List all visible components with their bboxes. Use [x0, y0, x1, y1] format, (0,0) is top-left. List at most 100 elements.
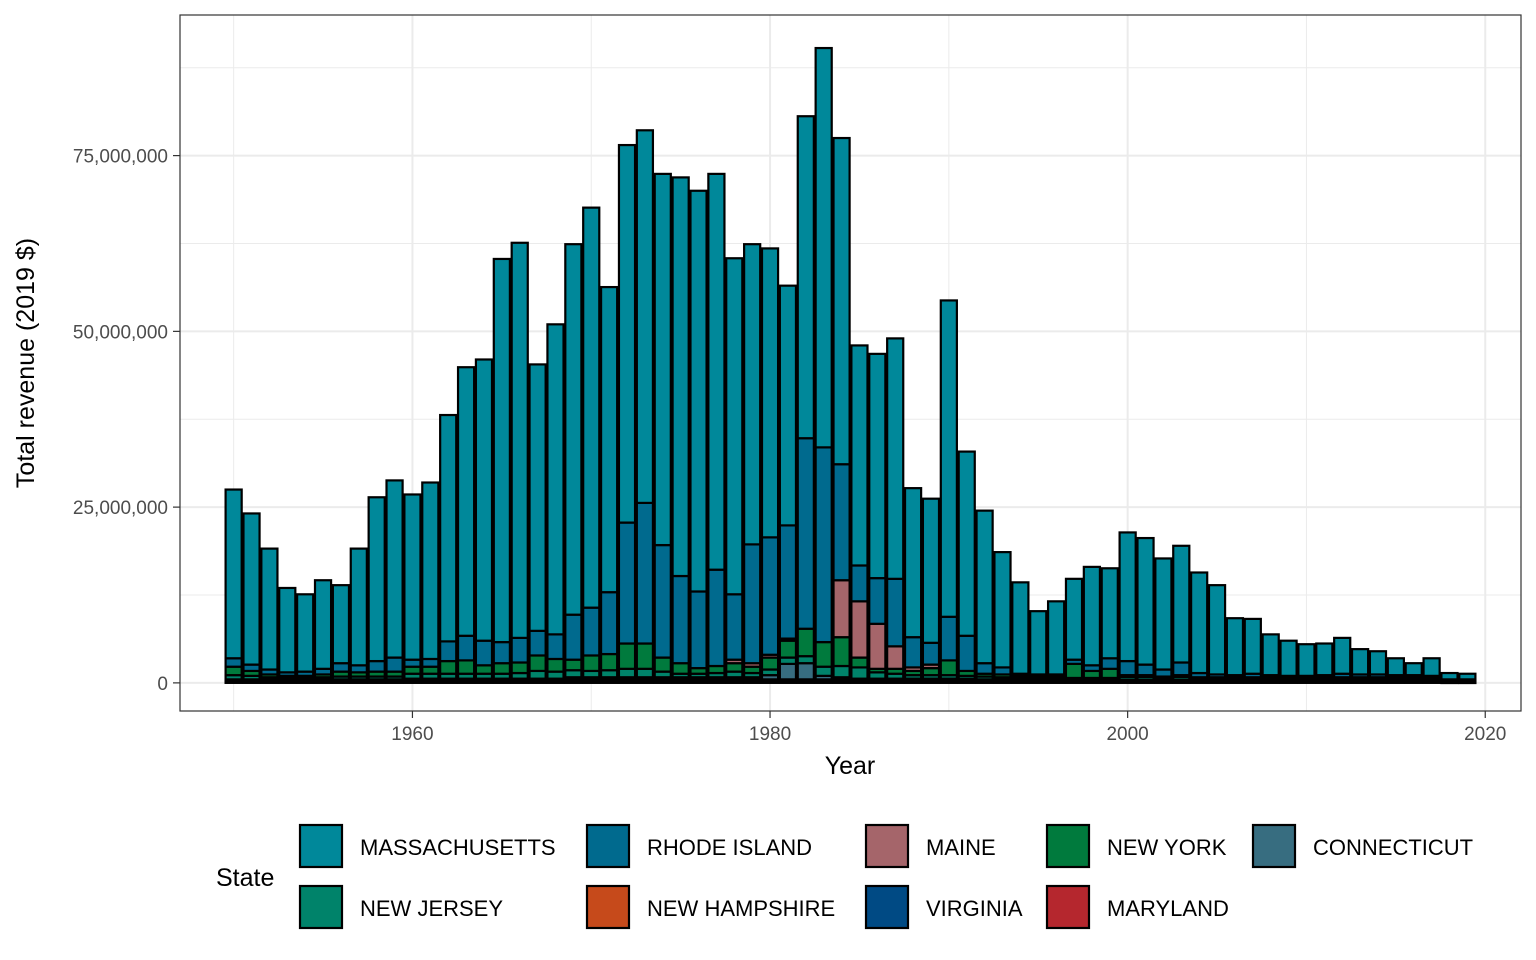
legend-label-maine: MAINE	[926, 835, 996, 860]
bar-massachusetts-2009	[1279, 639, 1298, 677]
bar-massachusetts-1969	[564, 243, 583, 616]
bar-new-jersey-1984	[832, 664, 851, 679]
bar-new-york-1975	[671, 662, 690, 675]
bar-rhode-island-1974	[653, 543, 672, 659]
bar-rhode-island-1963	[456, 634, 476, 662]
bar-massachusetts-2003	[1172, 544, 1191, 664]
bar-new-york-1978	[725, 662, 744, 673]
bar-connecticut-1982	[796, 662, 815, 681]
bar-massachusetts-1971	[599, 285, 619, 594]
bar-rhode-island-1967	[528, 629, 547, 657]
bar-massachusetts-1979	[743, 243, 762, 546]
bar-rhode-island-1956	[331, 662, 351, 673]
bar-new-york-1984	[832, 636, 851, 668]
bar-maine-1986	[868, 622, 887, 670]
bar-massachusetts-1976	[689, 189, 708, 593]
bar-massachusetts-1977	[707, 172, 726, 571]
bar-massachusetts-1964	[474, 358, 494, 642]
bar-new-jersey-1973	[635, 667, 655, 679]
bar-new-york-1972	[617, 642, 637, 670]
bar-new-york-1990	[939, 659, 958, 677]
bar-rhode-island-1992	[975, 662, 994, 675]
legend-key-maine	[864, 823, 910, 869]
bar-massachusetts-2014	[1368, 650, 1388, 676]
bar-rhode-island-1984	[832, 463, 851, 582]
bar-massachusetts-1993	[993, 551, 1012, 669]
bar-new-york-1971	[599, 652, 619, 672]
bar-massachusetts-1995	[1029, 610, 1048, 676]
x-tick-label: 2000	[1106, 724, 1148, 745]
bar-new-york-1964	[474, 664, 494, 675]
legend-label-rhode-island: RHODE ISLAND	[647, 835, 812, 860]
bar-rhode-island-1988	[903, 636, 923, 669]
bar-new-york-1997	[1064, 662, 1084, 680]
plot-panel-border	[179, 14, 1522, 712]
bar-massachusetts-2015	[1386, 657, 1405, 677]
bar-massachusetts-2010	[1297, 643, 1316, 677]
legend-key-connecticut	[1251, 823, 1297, 869]
bar-new-york-1973	[635, 642, 655, 670]
bar-massachusetts-1963	[456, 366, 476, 637]
legend-key-rhode-island	[585, 823, 631, 869]
bar-rhode-island-1986	[868, 577, 887, 625]
bar-rhode-island-1982	[796, 437, 815, 630]
bar-new-jersey-1985	[850, 666, 869, 680]
bar-new-york-1974	[653, 656, 672, 673]
bar-new-york-1982	[796, 627, 815, 658]
bar-new-york-1963	[456, 659, 476, 675]
bar-massachusetts-1956	[331, 584, 351, 665]
bar-massachusetts-1965	[492, 257, 511, 644]
bar-massachusetts-1950	[224, 488, 243, 660]
bar-massachusetts-2006	[1225, 617, 1245, 677]
bar-massachusetts-2005	[1207, 584, 1227, 676]
bar-massachusetts-1958	[367, 496, 386, 663]
y-tick-label: 0	[157, 674, 168, 695]
bar-massachusetts-1980	[760, 247, 780, 539]
bar-massachusetts-2013	[1350, 648, 1370, 676]
bar-massachusetts-1966	[510, 241, 529, 639]
bar-massachusetts-1954	[296, 593, 315, 673]
bar-new-york-1950	[224, 665, 243, 677]
legend-key-massachusetts	[298, 823, 344, 869]
bar-massachusetts-2018	[1440, 671, 1459, 681]
x-axis-title: Year	[825, 752, 876, 780]
bar-rhode-island-1987	[886, 577, 905, 648]
bar-massachusetts-1972	[617, 143, 637, 524]
bar-massachusetts-1968	[546, 323, 565, 636]
bar-rhode-island-1989	[921, 641, 941, 666]
y-axis: 0 25,000,000 50,000,000 75,000,000	[73, 147, 180, 695]
bar-massachusetts-1982	[796, 115, 815, 440]
x-tick-label: 1960	[391, 724, 433, 745]
bar-massachusetts-1975	[671, 176, 690, 578]
bar-new-york-1967	[528, 654, 547, 673]
bar-new-jersey-1972	[617, 667, 637, 679]
bar-rhode-island-1973	[635, 501, 655, 645]
bar-maine-1987	[886, 645, 905, 670]
bar-rhode-island-1968	[546, 633, 565, 661]
legend-label-new-hampshire: NEW HAMPSHIRE	[647, 896, 835, 921]
bar-massachusetts-2008	[1261, 633, 1280, 677]
bar-massachusetts-1989	[921, 497, 941, 644]
bar-massachusetts-1990	[939, 299, 958, 618]
legend-label-connecticut: CONNECTICUT	[1313, 835, 1473, 860]
bar-new-jersey-1983	[814, 665, 833, 677]
bar-massachusetts-2011	[1315, 642, 1334, 677]
bar-rhode-island-1980	[760, 536, 780, 656]
legend-label-maryland: MARYLAND	[1107, 896, 1229, 921]
bar-new-york-1981	[778, 639, 798, 659]
bar-massachusetts-2004	[1190, 571, 1209, 675]
bar-new-york-1969	[564, 658, 583, 672]
bar-rhode-island-1985	[850, 564, 869, 603]
legend-key-virginia	[864, 884, 910, 930]
bar-rhode-island-1979	[743, 543, 762, 665]
bar-rhode-island-1966	[510, 636, 529, 664]
bar-massachusetts-1978	[725, 257, 744, 596]
bar-new-york-1985	[850, 656, 869, 669]
bar-massachusetts-1983	[814, 46, 833, 449]
bar-new-york-1970	[582, 654, 601, 673]
bar-rhode-island-2003	[1172, 661, 1191, 677]
y-axis-title: Total revenue (2019 $)	[12, 238, 40, 488]
bar-rhode-island-1950	[224, 657, 243, 668]
bar-massachusetts-2000	[1118, 531, 1137, 663]
bar-massachusetts-1970	[582, 206, 601, 609]
